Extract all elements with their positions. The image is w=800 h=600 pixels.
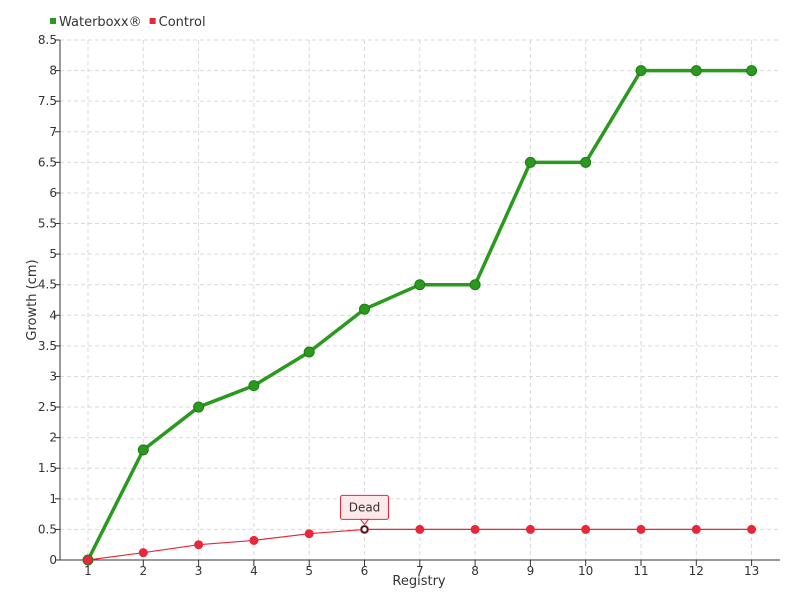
- y-tick-label: 8.5: [38, 33, 57, 47]
- y-axis-title: Growth (cm): [25, 259, 40, 340]
- x-tick-label: 1: [84, 564, 92, 578]
- y-tick-label: 4.5: [38, 278, 57, 292]
- data-point-control: [249, 535, 259, 545]
- x-tick-label: 10: [578, 564, 593, 578]
- x-tick-label: 11: [633, 564, 648, 578]
- y-tick-label: 6: [49, 186, 57, 200]
- x-tick-label: 9: [527, 564, 535, 578]
- data-point-waterboxx: [524, 156, 536, 168]
- y-tick-label: 5.5: [38, 217, 57, 231]
- x-tick-label: 5: [305, 564, 313, 578]
- data-point-waterboxx: [469, 279, 481, 291]
- data-point-control: [691, 524, 701, 534]
- x-tick-label: 3: [195, 564, 203, 578]
- data-point-control: [636, 524, 646, 534]
- y-tick-label: 8: [49, 64, 57, 78]
- y-tick-label: 2: [49, 431, 57, 445]
- x-tick-label: 8: [471, 564, 479, 578]
- data-point-waterboxx: [635, 65, 647, 77]
- x-tick-label: 6: [361, 564, 369, 578]
- data-points: [82, 65, 758, 566]
- y-tick-label: 7: [49, 125, 57, 139]
- data-point-control: [525, 524, 535, 534]
- data-point-waterboxx: [414, 279, 426, 291]
- legend-swatch-control[interactable]: [149, 18, 156, 24]
- data-point-control: [581, 524, 591, 534]
- legend-swatch-waterboxx[interactable]: [50, 18, 56, 24]
- y-tick-label: 4: [49, 308, 57, 322]
- legend: Waterboxx® Control: [50, 15, 206, 30]
- x-tick-label: 12: [689, 564, 704, 578]
- data-point-control: [83, 555, 93, 565]
- data-point-waterboxx: [580, 156, 592, 168]
- annotation-label: Dead: [349, 500, 381, 514]
- y-tick-label: 0.5: [38, 522, 57, 536]
- y-tick-label: 5: [49, 247, 57, 261]
- data-point-control: [304, 529, 314, 539]
- y-tick-label: 2.5: [38, 400, 57, 414]
- data-point-waterboxx: [690, 65, 702, 77]
- annotation-pointer: [359, 518, 370, 526]
- data-point-waterboxx: [746, 65, 758, 77]
- data-point-control: [415, 524, 425, 534]
- axes: 00.511.522.533.544.555.566.577.588.51 2 3 4…: [38, 33, 780, 578]
- data-point-waterboxx: [137, 444, 149, 456]
- legend-label-control[interactable]: Control: [159, 15, 206, 30]
- x-tick-label: 7: [416, 564, 424, 578]
- y-tick-label: 6.5: [38, 155, 57, 169]
- y-tick-label: 1.5: [38, 461, 57, 475]
- x-tick-label: 13: [744, 564, 759, 578]
- data-point-control: [138, 548, 148, 558]
- data-point-waterboxx: [359, 303, 370, 315]
- y-tick-label: 3: [49, 369, 57, 383]
- x-tick-label: 2: [139, 564, 147, 578]
- legend-label-waterboxx[interactable]: Waterboxx®: [59, 15, 142, 30]
- data-point-control: [470, 524, 480, 534]
- x-axis-title: Registry: [392, 574, 446, 589]
- y-tick-label: 0: [49, 553, 57, 567]
- data-point-waterboxx: [303, 346, 315, 358]
- x-tick-label: 4: [250, 564, 258, 578]
- y-tick-label: 3.5: [38, 339, 57, 353]
- data-point-control: [194, 540, 204, 550]
- annotations: Dead: [340, 494, 389, 534]
- data-point-control: [747, 524, 757, 534]
- annotation-marker: [360, 525, 369, 534]
- grid-lines: [60, 39, 780, 560]
- data-point-waterboxx: [248, 380, 260, 392]
- data-point-waterboxx: [193, 401, 205, 413]
- y-tick-label: 1: [49, 492, 57, 506]
- y-tick-label: 7.5: [38, 94, 57, 108]
